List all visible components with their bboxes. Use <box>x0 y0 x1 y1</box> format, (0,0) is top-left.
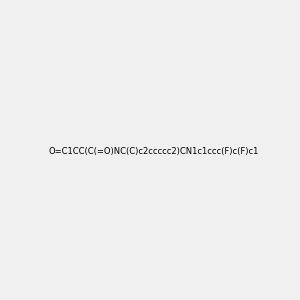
Text: O=C1CC(C(=O)NC(C)c2ccccc2)CN1c1ccc(F)c(F)c1: O=C1CC(C(=O)NC(C)c2ccccc2)CN1c1ccc(F)c(F… <box>49 147 259 156</box>
